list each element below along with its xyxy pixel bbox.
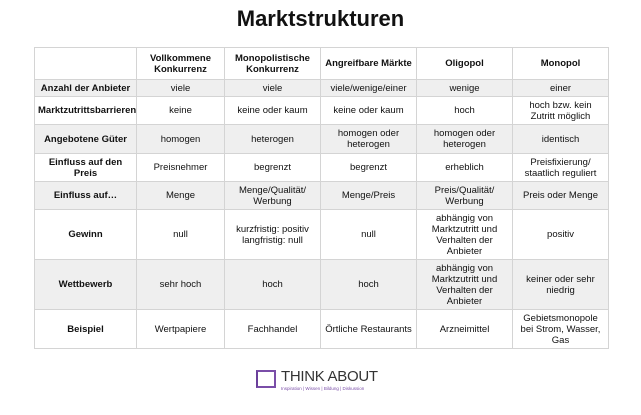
table-row: Einfluss auf den Preis Preisnehmer begrenz… [34, 153, 609, 182]
column-header: Vollkommene Konkurrenz [136, 47, 225, 80]
table-cell: keine oder kaum [320, 96, 417, 125]
table-row: Wettbewerb sehr hoch hoch hoch abhängig von … [34, 259, 609, 310]
table-cell: Menge [136, 181, 225, 210]
table-row: Gewinn null kurzfristig: positiv langfrist… [34, 209, 609, 260]
row-header: Marktzutrittsbarrieren [34, 96, 137, 125]
table-row: Beispiel Wertpapiere Fachhandel Örtliche Re… [34, 309, 609, 349]
table-cell: einer [512, 79, 609, 97]
table-cell: wenige [416, 79, 513, 97]
table-cell: viele [136, 79, 225, 97]
table-cell: erheblich [416, 153, 513, 182]
table-cell: sehr hoch [136, 259, 225, 310]
table-cell: hoch [416, 96, 513, 125]
table-cell: Preis/Qualität/ Werbung [416, 181, 513, 210]
table-cell: Preis oder Menge [512, 181, 609, 210]
column-header: Angreifbare Märkte [320, 47, 417, 80]
table-cell: positiv [512, 209, 609, 260]
row-header: Wettbewerb [34, 259, 137, 310]
table-cell: identisch [512, 124, 609, 154]
table-cell: begrenzt [320, 153, 417, 182]
table-row: Angebotene Güter homogen heterogen homogen … [34, 124, 609, 154]
column-header [34, 47, 137, 80]
table-cell: hoch bzw. kein Zutritt möglich [512, 96, 609, 125]
table-cell: viele [224, 79, 321, 97]
table-cell: keiner oder sehr niedrig [512, 259, 609, 310]
table-cell: homogen oder heterogen [416, 124, 513, 154]
table-cell: viele/wenige/einer [320, 79, 417, 97]
table-cell: Wertpapiere [136, 309, 225, 349]
think-about-logo: THINK ABOUT Inspiration | Wissen | Bildu… [256, 368, 382, 394]
table-row: Einfluss auf… Menge Menge/Qualität/ Werbun… [34, 181, 609, 210]
table-cell: heterogen [224, 124, 321, 154]
table-cell: keine oder kaum [224, 96, 321, 125]
table-cell: null [320, 209, 417, 260]
row-header: Einfluss auf… [34, 181, 137, 210]
table-cell: Menge/Qualität/ Werbung [224, 181, 321, 210]
row-header: Anzahl der Anbieter [34, 79, 137, 97]
table-cell: keine [136, 96, 225, 125]
table-row: Marktzutrittsbarrieren keine keine oder ka… [34, 96, 609, 125]
table-cell: homogen [136, 124, 225, 154]
table-cell: Menge/Preis [320, 181, 417, 210]
table-cell: Preisfixierung/ staatlich reguliert [512, 153, 609, 182]
table-cell: kurzfristig: positiv langfristig: null [224, 209, 321, 260]
table-cell: Preisnehmer [136, 153, 225, 182]
dove-frame-icon [256, 370, 276, 388]
header-row: Vollkommene Konkurrenz Monopolistische Ko… [34, 47, 609, 80]
column-header: Oligopol [416, 47, 513, 80]
logo-name: THINK ABOUT [281, 368, 378, 385]
table-cell: hoch [320, 259, 417, 310]
table-cell: abhängig von Marktzutritt und Verhalten … [416, 209, 513, 260]
row-header: Einfluss auf den Preis [34, 153, 137, 182]
column-header: Monopol [512, 47, 609, 80]
row-header: Gewinn [34, 209, 137, 260]
page-title: Marktstrukturen [236, 6, 405, 31]
table-cell: homogen oder heterogen [320, 124, 417, 154]
table-cell: Gebietsmonopole bei Strom, Wasser, Gas [512, 309, 609, 349]
row-header: Angebotene Güter [34, 124, 137, 154]
row-header: Beispiel [34, 309, 137, 349]
table-cell: Örtliche Restaurants [320, 309, 417, 349]
table-cell: begrenzt [224, 153, 321, 182]
table-cell: Fachhandel [224, 309, 321, 349]
market-structures-table: Vollkommene Konkurrenz Monopolistische Ko… [34, 47, 609, 349]
logo-tagline: Inspiration | Wissen | Bildung | Diskuss… [281, 386, 365, 391]
table-cell: hoch [224, 259, 321, 310]
table-cell: abhängig von Marktzutritt und Verhalten … [416, 259, 513, 310]
column-header: Monopolistische Konkurrenz [224, 47, 321, 80]
table-row: Anzahl der Anbieter viele viele viele/wenig… [34, 79, 609, 97]
table-cell: Arzneimittel [416, 309, 513, 349]
table-cell: null [136, 209, 225, 260]
